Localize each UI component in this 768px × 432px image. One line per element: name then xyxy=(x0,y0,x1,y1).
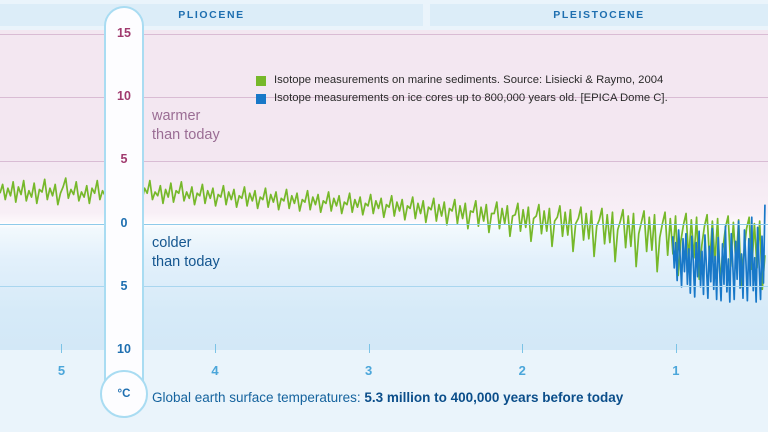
annotation-warmer-line2: than today xyxy=(152,127,220,143)
legend: Isotope measurements on marine sediments… xyxy=(256,74,668,110)
x-tick-5 xyxy=(61,344,63,353)
gridline-0 xyxy=(0,224,768,225)
gridline-15 xyxy=(0,34,768,35)
thermometer-tick-15-warm: 15 xyxy=(117,26,131,40)
x-tick-2 xyxy=(522,344,524,353)
thermometer-unit-label: °C xyxy=(117,388,131,400)
x-axis-label-1: 1 xyxy=(672,363,680,378)
annotation-warmer: warmer than today xyxy=(152,107,220,145)
annotation-colder: colder than today xyxy=(152,234,220,272)
thermometer-tick-5-warm: 5 xyxy=(120,152,128,167)
legend-label-ice-cores: Isotope measurements on ice cores up to … xyxy=(274,92,668,104)
series-ice-cores xyxy=(671,204,766,303)
x-tick-1 xyxy=(675,344,677,353)
x-tick-4 xyxy=(215,344,217,353)
epoch-band-pleistocene: PLEISTOCENE xyxy=(430,4,768,26)
thermometer-tick-0-cold: 0 xyxy=(120,215,128,230)
thermometer-tick-5-cold: 5 xyxy=(120,278,128,293)
legend-swatch-blue xyxy=(256,94,266,104)
gridline-5 xyxy=(0,161,768,162)
caption-prefix: Global earth surface temperatures: xyxy=(152,390,365,405)
x-axis-label-2: 2 xyxy=(518,363,526,378)
annotation-colder-line2: than today xyxy=(152,254,220,270)
legend-item-marine-sediments: Isotope measurements on marine sediments… xyxy=(256,74,668,89)
thermometer-tick-10-cold: 10 xyxy=(117,342,131,356)
thermometer-axis xyxy=(104,6,144,381)
x-axis-label-5: 5 xyxy=(57,363,66,378)
epoch-label-pleistocene: PLEISTOCENE xyxy=(553,9,645,21)
epoch-band-pliocene: PLIOCENE xyxy=(0,4,423,26)
x-axis-label-3: 3 xyxy=(365,363,373,378)
legend-swatch-green xyxy=(256,76,266,86)
thermometer-tick-10-warm: 10 xyxy=(117,89,131,104)
legend-item-ice-cores: Isotope measurements on ice cores up to … xyxy=(256,92,668,107)
annotation-colder-line1: colder xyxy=(152,235,192,251)
x-tick-3 xyxy=(368,344,370,353)
chart-caption: Global earth surface temperatures: 5.3 m… xyxy=(152,390,623,405)
legend-label-marine-sediments: Isotope measurements on marine sediments… xyxy=(274,74,664,86)
gridline-minus5 xyxy=(0,286,768,287)
annotation-warmer-line1: warmer xyxy=(152,108,201,124)
epoch-label-pliocene: PLIOCENE xyxy=(178,9,245,21)
x-axis-label-4: 4 xyxy=(211,363,219,378)
caption-range: 5.3 million to 400,000 years before toda… xyxy=(364,390,624,405)
thermometer-bulb: °C xyxy=(100,370,148,418)
gridline-10 xyxy=(0,97,768,98)
